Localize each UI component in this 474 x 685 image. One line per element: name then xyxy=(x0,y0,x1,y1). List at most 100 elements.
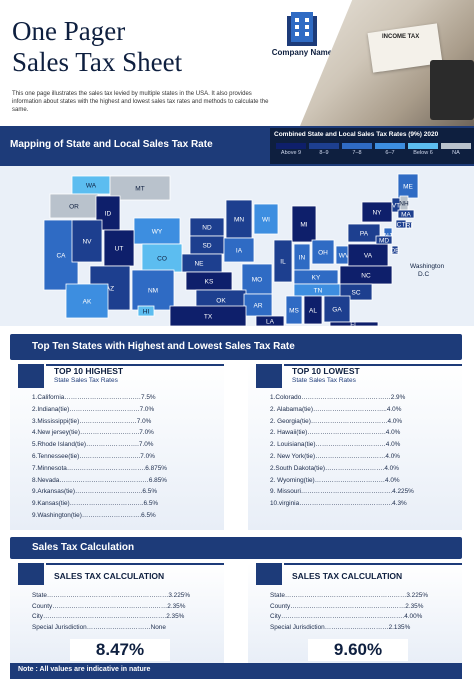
legend-swatch xyxy=(441,143,471,149)
tag-icon xyxy=(18,364,44,388)
calc-left-title: SALES TAX CALCULATION xyxy=(54,571,165,581)
state-label: IN xyxy=(299,255,306,262)
state-label: CT xyxy=(397,222,406,229)
state-label: IA xyxy=(236,248,243,255)
legend-label: 8–9 xyxy=(319,150,329,156)
header-section: One Pager Sales Tax Sheet This one page … xyxy=(0,0,474,126)
calc-panel-right: SALES TAX CALCULATION State…………………………………… xyxy=(248,563,462,663)
note-bar: Note : All values are indicative in natu… xyxy=(10,663,462,679)
map-section-title: Mapping of State and Local Sales Tax Rat… xyxy=(10,139,213,150)
state-label: AR xyxy=(253,303,262,310)
state-label: KS xyxy=(205,279,214,286)
usa-map: WA MT ND MN ME OR ID SD WI MI NY VT NH MA WY CT RI NE IA PA… xyxy=(0,166,474,329)
state-label: OK xyxy=(216,298,226,305)
state-label: WY xyxy=(152,229,163,236)
lowest-panel: TOP 10 LOWEST State Sales Tax Rates 1.Co… xyxy=(248,364,462,530)
company-logo: Company Name xyxy=(262,8,342,58)
state-wi xyxy=(253,203,279,235)
highest-title: TOP 10 HIGHEST xyxy=(54,366,124,376)
list-item: 4.New jersey(tie)……………………….7.0% xyxy=(32,429,154,437)
state-de xyxy=(391,245,399,255)
state-label: DE xyxy=(390,248,400,255)
state-label: TX xyxy=(204,314,213,321)
list-item: 9.Washington(tie)……………………….6.5% xyxy=(32,511,156,519)
calc-panel-left: SALES TAX CALCULATION State…………………………………… xyxy=(10,563,224,663)
legend-swatch xyxy=(276,143,306,149)
lowest-subtitle: State Sales Tax Rates xyxy=(292,377,356,384)
list-item: 3.Mississippi(tie)………………………7.0% xyxy=(32,417,152,425)
list-item: 2. Wyoming(tie)……………………………4.0% xyxy=(270,476,400,484)
state-label: MA xyxy=(401,212,411,219)
list-item: 1.California………………………………7.5% xyxy=(32,394,156,401)
usa-map-svg: WA MT ND MN ME OR ID SD WI MI NY VT NH MA WY CT RI NE IA PA… xyxy=(43,173,444,329)
legend-label: 7–8 xyxy=(352,150,362,156)
state-wy xyxy=(133,217,181,245)
state-label: IL xyxy=(280,259,286,266)
state-nv xyxy=(71,219,103,263)
calc-row: County………………………………………………2.35% xyxy=(270,602,424,610)
state-label: TN xyxy=(314,288,323,295)
state-label: NE xyxy=(194,261,204,268)
top-ten-title: Top Ten States with Highest and Lowest S… xyxy=(32,341,295,352)
state-label: AL xyxy=(309,308,317,315)
state-ms xyxy=(285,295,303,325)
list-item: 8.Nevada……………………………………6.85% xyxy=(32,476,167,484)
list-item: 1.Colorado……………………………………2.9% xyxy=(270,394,406,401)
state-label: KY xyxy=(312,275,321,282)
legend-label: Above 9 xyxy=(280,150,302,156)
state-label: NV xyxy=(82,239,92,246)
state-label: LA xyxy=(266,319,275,326)
state-co xyxy=(141,243,183,273)
state-label: RI xyxy=(406,223,413,230)
state-label: UT xyxy=(115,246,124,253)
state-label: SD xyxy=(202,243,211,250)
state-label: OH xyxy=(318,250,328,257)
calc-row: State…………………………………………………3.225% xyxy=(32,592,191,599)
state-label: MO xyxy=(252,277,262,284)
map-legend: Combined State and Local Sales Tax Rates… xyxy=(270,128,474,164)
state-label: GA xyxy=(332,307,342,314)
state-ia xyxy=(223,237,255,263)
calc-row: State…………………………………………………3.225% xyxy=(270,592,429,599)
list-item: 5.Rhode Island(tie)…………………….7.0% xyxy=(32,441,154,449)
building-icon xyxy=(287,12,317,46)
state-label: FL xyxy=(350,322,358,327)
state-ak xyxy=(65,283,109,319)
legend-label: NA xyxy=(452,150,460,156)
state-label: HI xyxy=(143,309,150,316)
washington-dc-label-1: Washington xyxy=(410,263,444,270)
state-mn xyxy=(225,199,253,239)
list-item: 2. Louisiana(tie)……………………………4.0% xyxy=(270,441,401,449)
state-md xyxy=(375,235,393,245)
list-item: 2. Hawaii(tie)……………………………….4.0% xyxy=(270,429,401,437)
state-label: MN xyxy=(234,217,244,224)
state-label: MT xyxy=(135,186,144,193)
calc-right-rows: State…………………………………………………3.225% County…………… xyxy=(270,591,428,633)
state-label: ND xyxy=(202,225,212,232)
company-name: Company Name xyxy=(271,48,333,57)
state-label: NH xyxy=(399,201,409,208)
list-item: 2. New York(tie)……………………………4.0% xyxy=(270,452,400,460)
list-item: 9. Missouri…………………………………….4.225% xyxy=(270,488,414,496)
state-label: WV xyxy=(339,253,350,260)
calculator-icon xyxy=(18,563,44,585)
legend-swatch xyxy=(375,143,405,149)
state-ri xyxy=(405,221,413,229)
legend-swatch xyxy=(342,143,372,149)
legend-label: 6–7 xyxy=(385,150,395,156)
note-text: Note : All values are indicative in natu… xyxy=(18,666,151,673)
state-label: MS xyxy=(289,308,299,315)
state-oh xyxy=(311,239,335,265)
state-label: AK xyxy=(83,299,92,306)
state-label: SC xyxy=(351,290,360,297)
washington-dc-label-2: D.C xyxy=(418,271,430,278)
state-al xyxy=(303,295,323,325)
calc-row: City………………………………………………….4.00% xyxy=(270,613,423,620)
highest-list: 1.California………………………………7.5% 2.Indiana(ti… xyxy=(32,392,167,522)
list-item: 7.Minnesota……………………………….6.875% xyxy=(32,464,167,472)
state-label: MD xyxy=(379,238,389,245)
state-label: ID xyxy=(105,211,112,218)
state-label: MI xyxy=(300,222,307,229)
state-pa xyxy=(347,223,381,243)
income-tax-text: INCOME TAX xyxy=(382,34,420,40)
